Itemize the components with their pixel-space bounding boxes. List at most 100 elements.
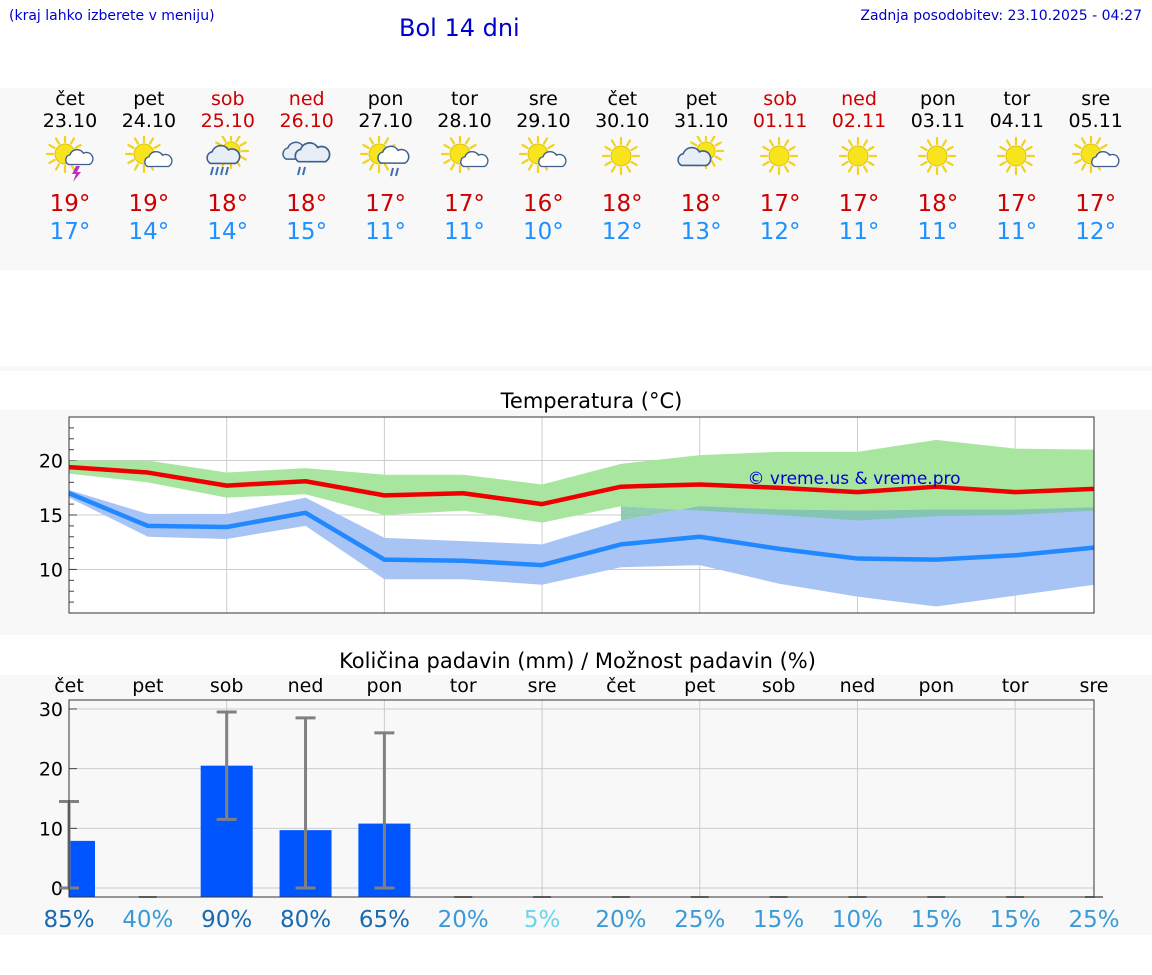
cloud-shape [144,151,173,168]
sun-ray [468,143,477,150]
sun-shape [838,136,878,176]
sun-ray [383,137,389,145]
day-column: pet 24.10 19° 14° [109,88,189,246]
cloud-outline [294,142,331,163]
sun-ray [1095,137,1101,145]
day-label: sob [762,675,796,697]
precipitation-probability: 10% [832,907,883,933]
sun-ray [847,139,854,147]
sun-ray [762,145,770,152]
min-temperature: 12° [759,219,801,245]
sun-ray [847,165,854,173]
day-name: sre [1081,88,1111,110]
temperature-chart: Temperatura (°C) 10 15 20 © vreme.us & vreme… [39,389,1095,614]
min-temperature: 12° [601,219,643,245]
day-date: 26.10 [279,110,334,132]
min-temperature: 13° [680,219,722,245]
sun-ray [54,137,61,145]
max-temperature: 18° [680,191,722,217]
max-temperature: 17° [365,191,406,217]
day-name: ned [841,88,877,110]
day-name: tor [451,88,478,110]
sun-ray [714,141,723,147]
day-label: ned [840,675,876,697]
day-date: 27.10 [358,110,413,132]
rain-drop [224,166,229,176]
cloud-shape [65,149,94,166]
sun-ray [690,141,698,147]
rain-drop [301,166,306,176]
sun-icon [996,136,1035,176]
sun-ray [604,145,613,152]
sun-ray [74,143,82,150]
precipitation-probability: 20% [595,907,646,933]
sun-ray [696,136,702,143]
min-temperature: 11° [838,219,880,245]
sun-ray [464,137,470,145]
precipitation-probability: 90% [201,907,252,933]
cloud-outline [538,151,567,168]
sun-ray [1073,143,1082,150]
sun-ray [383,163,389,171]
min-temperature: 11° [917,219,959,245]
sun-ray [626,165,632,173]
precipitation-chart: Količina padavin (mm) / Možnost padavin … [39,649,1120,933]
cloud-outline [206,144,241,165]
day-date: 31.10 [673,110,729,132]
day-column: ned 26.10 18° 15° [267,88,347,246]
sun-ray [521,158,530,165]
day-label: ned [288,675,324,697]
sun-disc [768,145,790,167]
sun-ray [547,143,556,150]
day-label: pon [367,675,403,697]
rain-drop [209,166,214,176]
max-temperature: 18° [207,191,249,217]
sun-ray [133,137,139,145]
location-hint: (kraj lahko izberete v meniju) [9,8,215,24]
rain-drop [394,167,399,177]
sun-icon [602,136,641,176]
cloud-outline [65,149,94,166]
day-date: 28.10 [437,110,492,132]
cloud-outline [144,151,173,168]
sun-ray [768,139,775,147]
sun-ray [368,137,374,145]
sun-ray [1073,158,1082,165]
sun-ray [630,145,638,152]
day-label: tor [1002,675,1029,697]
max-temperature: 18° [917,191,959,217]
day-column: pon 27.10 17° 11° [346,88,426,246]
day-date: 30.10 [595,110,650,132]
day-date: 05.11 [1068,110,1123,132]
sun-ray [1020,165,1026,173]
sun-ray [862,139,869,147]
sun-ray [221,136,227,143]
cloud-shape [459,151,488,168]
day-label: pet [132,675,163,697]
sun-ray [543,137,549,145]
sun-disc [1005,145,1027,167]
sun-ray [528,137,534,145]
sun-ray [783,139,790,147]
sun-ray [48,158,56,165]
precipitation-probability: 80% [280,907,331,933]
sun-ray [941,165,947,173]
max-temperature: 17° [1075,191,1117,217]
sun-cloud-rain-icon [206,136,249,176]
min-temperature: 11° [444,219,485,245]
max-temperature: 18° [286,191,328,217]
sun-ray [710,136,716,143]
day-name: čet [55,88,85,110]
sun-ray [361,158,370,165]
sun-disc [610,145,632,167]
sun-icon [917,136,956,176]
day-date: 02.11 [831,110,887,132]
cloud-shape [376,145,410,164]
sun-ray [449,137,455,145]
separator-band [0,366,1152,371]
sun-ray [1025,160,1033,167]
sun-ray [69,163,76,171]
sun-ray [361,143,370,150]
max-temperature: 17° [444,191,485,217]
sun-ray [153,143,161,150]
